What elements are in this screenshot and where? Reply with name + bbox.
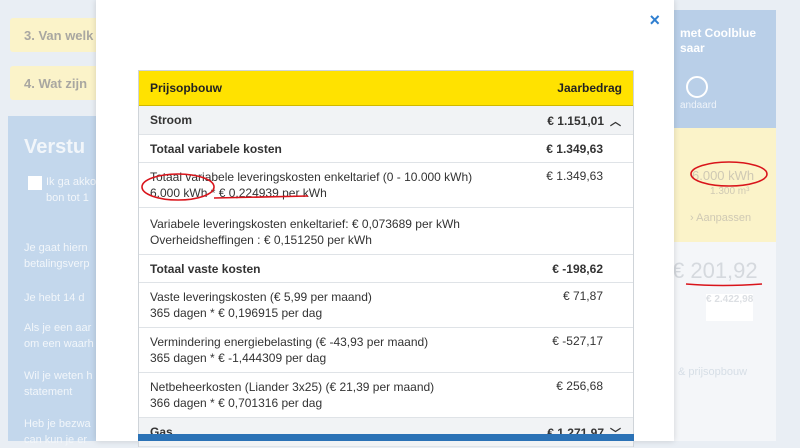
step-3[interactable]: 3. Van welk — [10, 18, 110, 52]
delivery-calc-line: 6.000 kWh * € 0,224939 per kWh — [150, 186, 327, 200]
variable-costs-value: € 1.349,63 — [546, 142, 603, 156]
tax-rate-line: Overheidsheffingen : € 0,151250 per kWh — [150, 233, 372, 247]
table-row: Vermindering energiebelasting (€ -43,93 … — [139, 328, 633, 373]
price-table: Prijsopbouw Jaarbedrag Stroom € 1.151,01… — [138, 70, 634, 447]
gas-section[interactable]: Gas € 1.271,97﹀ — [139, 418, 633, 447]
price-breakdown-link[interactable]: & prijsopbouw — [678, 366, 748, 378]
fixed-delivery-line: Vaste leveringskosten (€ 5,99 per maand) — [150, 290, 372, 304]
fixed-costs-label: Totaal vaste kosten — [150, 262, 261, 276]
close-icon[interactable]: × — [649, 10, 660, 30]
stroom-section[interactable]: Stroom € 1.151,01 ︿ — [139, 106, 633, 135]
tax-reduction-calc: 365 dagen * € -1,444309 per dag — [150, 351, 327, 365]
delivery-value: € 1.349,63 — [546, 169, 603, 183]
table-header: Prijsopbouw Jaarbedrag — [139, 71, 633, 106]
terms-text: Ik ga akko bon tot 1 — [46, 176, 97, 204]
table-row: Variabele leveringskosten enkeltarief: €… — [139, 208, 633, 255]
grid-costs-line: Netbeheerkosten (Liander 3x25) (€ 21,39 … — [150, 380, 435, 394]
supplier-icon — [686, 76, 708, 98]
grid-costs-calc: 366 dagen * € 0,701316 per dag — [150, 396, 323, 410]
chevron-up-icon[interactable]: ︿ — [610, 116, 621, 128]
delivery-costs-line: Totaal variabele leveringskosten enkelta… — [150, 170, 473, 184]
usage-card: 6.000 kWh 1.300 m³ › Aanpassen — [672, 128, 776, 242]
grid-costs-value: € 256,68 — [556, 379, 603, 393]
fixed-delivery-value: € 71,87 — [562, 289, 603, 303]
tax-reduction-value: € -527,17 — [552, 334, 603, 348]
info-paragraph: Wil je weten h statement — [24, 370, 93, 398]
table-row: Totaal variabele leveringskosten enkelta… — [139, 163, 633, 208]
yearly-amount: € 2.422,98 — [706, 294, 754, 321]
supplier-standard: andaard — [680, 100, 717, 111]
order-title: Verstu — [24, 136, 86, 158]
stroom-label: Stroom — [150, 113, 192, 127]
tax-reduction-line: Vermindering energiebelasting (€ -43,93 … — [150, 335, 429, 349]
fixed-delivery-calc: 365 dagen * € 0,196915 per dag — [150, 306, 323, 320]
usage-gas: 1.300 m³ — [710, 186, 750, 197]
table-row: Vaste leveringskosten (€ 5,99 per maand)… — [139, 283, 633, 328]
variable-rate-line: Variabele leveringskosten enkeltarief: €… — [150, 217, 460, 231]
stroom-value: € 1.151,01 — [547, 114, 604, 128]
fixed-costs-value: € -198,62 — [552, 262, 603, 276]
variable-costs-row: Totaal variabele kosten € 1.349,63 — [139, 135, 633, 163]
info-paragraph: Je gaat hiern betalingsverp — [24, 242, 90, 270]
supplier-card: met Coolblue saar andaard — [672, 10, 776, 128]
price-breakdown-modal: × Prijsopbouw Jaarbedrag Stroom € 1.151,… — [96, 0, 674, 447]
table-row: Netbeheerkosten (Liander 3x25) (€ 21,39 … — [139, 373, 633, 418]
order-panel: Verstu Ik ga akko bon tot 1 Je gaat hier… — [8, 116, 108, 446]
terms-checkbox[interactable] — [28, 176, 42, 190]
fixed-costs-row: Totaal vaste kosten € -198,62 — [139, 255, 633, 283]
footer-bar — [138, 434, 634, 441]
monthly-amount: € 201,92 — [672, 258, 758, 283]
info-paragraph: Je hebt 14 d — [24, 292, 85, 304]
price-card: € 201,92 € 2.422,98 & prijsopbouw — [672, 242, 776, 441]
step-4[interactable]: 4. Wat zijn — [10, 66, 110, 100]
adjust-link[interactable]: › Aanpassen — [690, 212, 752, 224]
header-label: Prijsopbouw — [150, 81, 222, 95]
info-paragraph: Als je een aar om een waarh — [24, 322, 94, 350]
usage-kwh: 6.000 kWh — [692, 168, 755, 183]
supplier-title: met Coolblue saar — [680, 26, 757, 55]
variable-costs-label: Totaal variabele kosten — [150, 142, 282, 156]
header-amount: Jaarbedrag — [557, 81, 622, 95]
